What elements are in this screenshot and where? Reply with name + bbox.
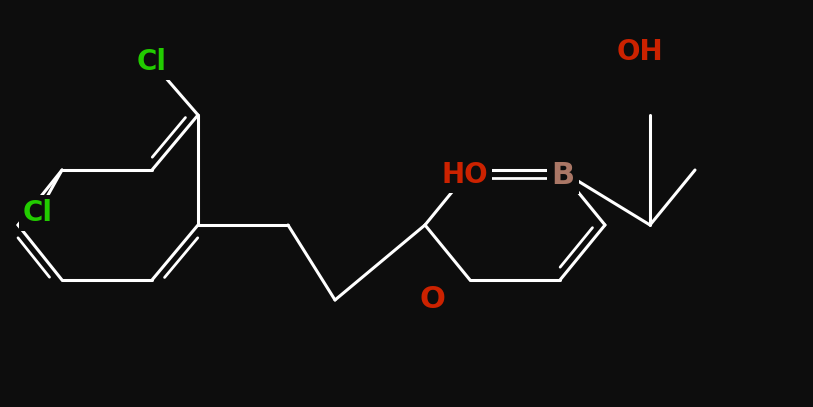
Text: OH: OH [617, 38, 663, 66]
Text: B: B [551, 160, 575, 190]
Text: Cl: Cl [23, 199, 53, 227]
Text: HO: HO [441, 161, 489, 189]
Text: O: O [419, 285, 445, 315]
Text: Cl: Cl [137, 48, 167, 76]
